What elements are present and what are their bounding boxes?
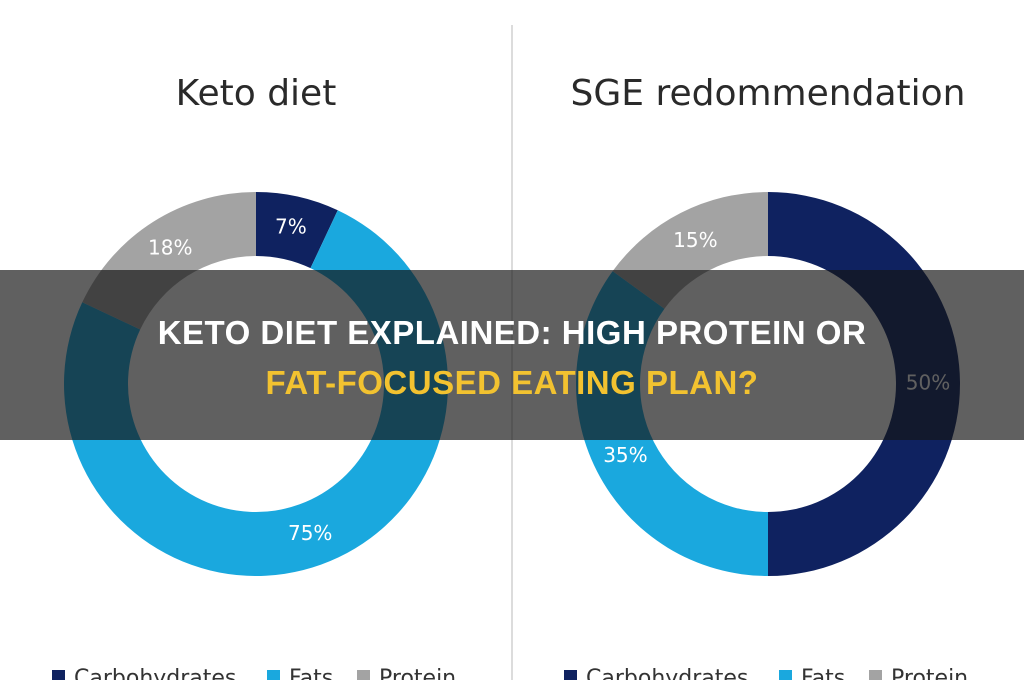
legend-label: Fats (801, 666, 845, 680)
chart-title: SGE redommendation (571, 73, 966, 114)
legend-swatch (564, 670, 577, 680)
legend-label: Protein (379, 666, 456, 680)
donut-segment (63, 210, 448, 577)
legend-swatch (267, 670, 280, 680)
donut-segment (256, 192, 338, 269)
legend-label: Protein (891, 666, 968, 680)
data-label: 75% (288, 521, 332, 545)
legend-label: Fats (289, 666, 333, 680)
data-label: 7% (275, 214, 307, 238)
legend-swatch (869, 670, 882, 680)
legend-label: Carbohydrates (74, 666, 236, 680)
data-label: 35% (603, 443, 647, 467)
overlay-subtitle: FAT-FOCUSED EATING PLAN? (265, 364, 759, 401)
legend-swatch (779, 670, 792, 680)
overlay-band (0, 270, 1024, 440)
data-label: 18% (148, 235, 192, 259)
legend-label: Carbohydrates (586, 666, 748, 680)
legend-swatch (52, 670, 65, 680)
data-label: 15% (673, 228, 717, 252)
overlay-title: KETO DIET EXPLAINED: HIGH PROTEIN OR (157, 314, 867, 351)
legend-swatch (357, 670, 370, 680)
chart-title: Keto diet (176, 73, 337, 114)
